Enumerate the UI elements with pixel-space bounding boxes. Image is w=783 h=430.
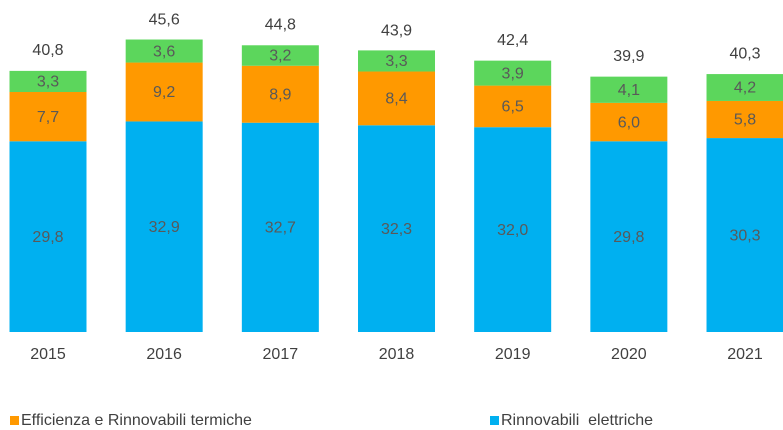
bar-segment (474, 60, 552, 86)
bar-segment (125, 39, 203, 63)
value-label: 29,8 (613, 229, 644, 246)
bar-segment (590, 76, 668, 103)
bar-segment (358, 125, 436, 332)
value-label: 3,3 (37, 74, 59, 91)
value-label: 3,2 (269, 48, 291, 65)
bar-segment (706, 138, 783, 332)
value-label: 3,3 (385, 53, 407, 70)
value-label: 29,8 (32, 229, 63, 246)
value-label: 5,8 (734, 112, 756, 129)
value-label: 8,4 (385, 91, 407, 108)
bar-segment (358, 71, 436, 126)
bar-segment (590, 141, 668, 332)
x-tick-label: 2020 (611, 346, 647, 363)
bar-segment (358, 50, 436, 72)
value-label: 32,0 (497, 222, 528, 239)
value-label: 6,5 (502, 99, 524, 116)
value-label: 32,9 (149, 219, 180, 236)
x-tick-label: 2021 (727, 346, 763, 363)
legend-swatch (10, 416, 19, 425)
total-label: 40,3 (729, 45, 760, 62)
total-label: 43,9 (381, 22, 412, 39)
legend-swatch (490, 416, 499, 425)
value-label: 6,0 (618, 114, 640, 131)
x-tick-label: 2015 (30, 346, 66, 363)
x-tick-label: 2017 (263, 346, 299, 363)
value-label: 4,1 (618, 82, 640, 99)
total-label: 45,6 (149, 11, 180, 28)
bar-segment (125, 62, 203, 122)
bar-segment (241, 45, 319, 66)
value-label: 30,3 (729, 227, 760, 244)
bar-segment (9, 92, 87, 142)
total-label: 42,4 (497, 32, 528, 49)
bar-segment (706, 100, 783, 139)
bar-segment (590, 102, 668, 142)
value-label: 8,9 (269, 86, 291, 103)
bar-segment (474, 85, 552, 128)
bar-segment (9, 70, 87, 92)
value-label: 9,2 (153, 84, 175, 101)
legend-label: Rinnovabili elettriche (501, 412, 653, 429)
bar-segment (241, 65, 319, 123)
value-label: 4,2 (734, 80, 756, 97)
value-label: 7,7 (37, 109, 59, 126)
total-label: 44,8 (265, 16, 296, 33)
bar-segment (474, 127, 552, 332)
bar-segment (9, 141, 87, 332)
legend-label: Efficienza e Rinnovabili termiche (21, 412, 252, 429)
x-tick-label: 2019 (495, 346, 531, 363)
bar-segment (706, 74, 783, 101)
value-label: 32,3 (381, 221, 412, 238)
total-label: 40,8 (32, 42, 63, 59)
x-tick-label: 2018 (379, 346, 415, 363)
total-label: 39,9 (613, 48, 644, 65)
bar-segment (241, 122, 319, 332)
bar-segment (125, 121, 203, 332)
value-label: 3,6 (153, 43, 175, 60)
x-tick-label: 2016 (146, 346, 182, 363)
value-label: 3,9 (502, 65, 524, 82)
value-label: 32,7 (265, 220, 296, 237)
